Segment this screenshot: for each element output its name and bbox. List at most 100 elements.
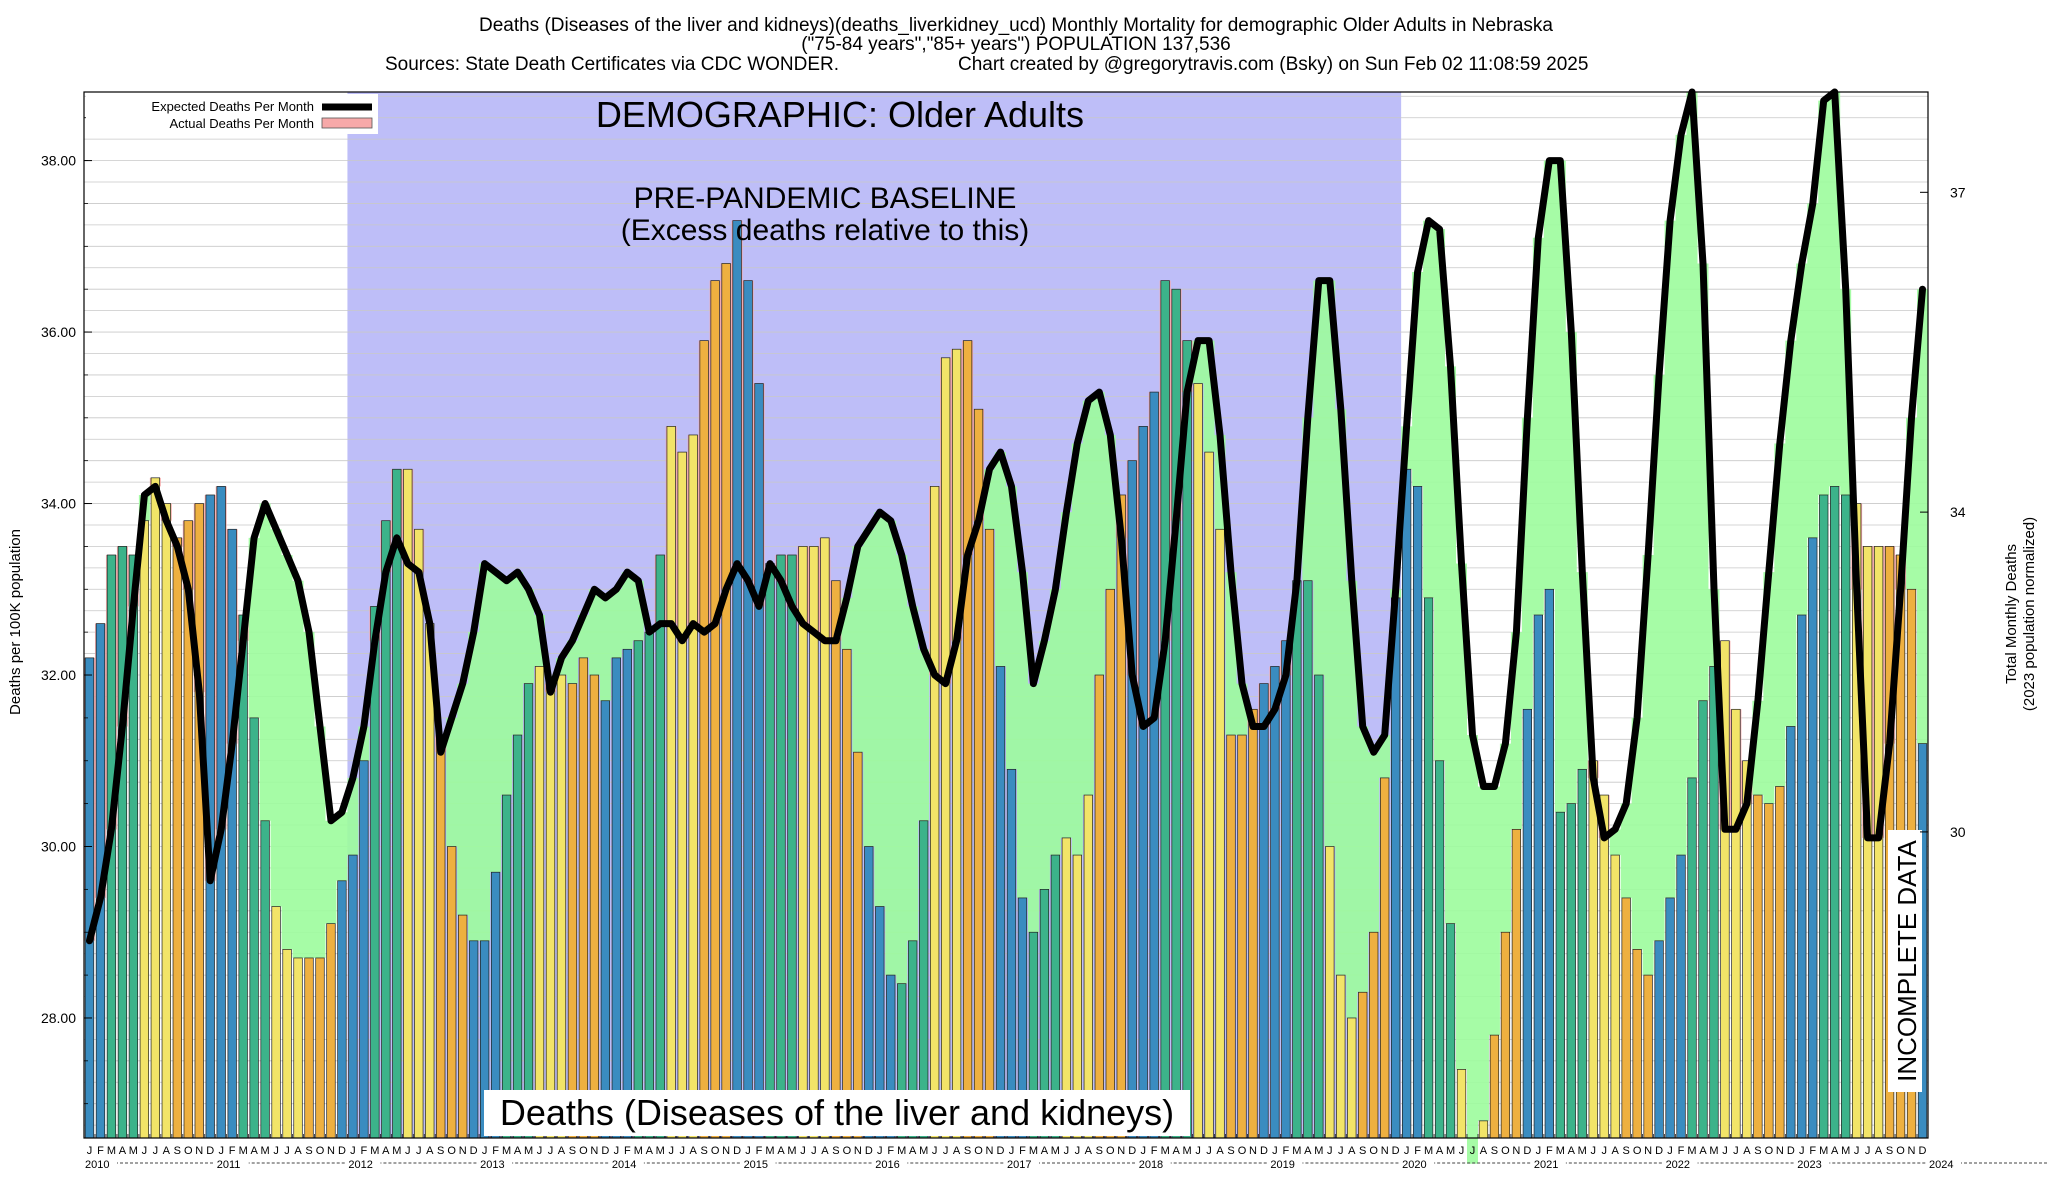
month-tick-label: D xyxy=(1260,1145,1268,1157)
month-tick-label: J xyxy=(1272,1145,1278,1157)
month-tick-label: M xyxy=(1161,1145,1170,1157)
month-tick-label: N xyxy=(1908,1145,1916,1157)
month-tick-label: J xyxy=(668,1145,674,1157)
legend: Expected Deaths Per Month Actual Deaths P… xyxy=(86,94,378,134)
month-tick-label: J xyxy=(1854,1145,1860,1157)
month-tick-label: M xyxy=(129,1145,138,1157)
bar-actual-155 xyxy=(1786,726,1796,1139)
incomplete-label-bg xyxy=(1888,830,1922,1092)
bar-actual-120 xyxy=(1401,468,1412,1139)
month-tick-label: M xyxy=(1687,1145,1696,1157)
year-tick-label: 2011 xyxy=(217,1159,241,1171)
bar-actual-109 xyxy=(1281,640,1291,1139)
bar-actual-131 xyxy=(1522,708,1533,1139)
month-tick-label: A xyxy=(119,1145,127,1157)
bar-actual-148 xyxy=(1709,666,1719,1139)
bar-actual-133 xyxy=(1544,588,1554,1139)
bar-actual-40 xyxy=(523,683,534,1139)
left-tick-label: 36.00 xyxy=(41,324,76,340)
bar-actual-124 xyxy=(1445,923,1456,1139)
bar-actual-145 xyxy=(1676,854,1686,1139)
bar-actual-160 xyxy=(1841,494,1851,1139)
bar-actual-27 xyxy=(381,520,391,1139)
month-tick-label: F xyxy=(624,1145,631,1157)
month-tick-label: J xyxy=(800,1145,806,1157)
month-tick-label: F xyxy=(361,1145,368,1157)
bar-actual-118 xyxy=(1380,777,1390,1139)
month-tick-label: J xyxy=(416,1145,422,1157)
month-tick-label: J xyxy=(1667,1145,1673,1157)
month-tick-label: J xyxy=(932,1145,938,1157)
left-tick-label: 34.00 xyxy=(41,496,76,512)
month-tick-label: A xyxy=(1041,1145,1049,1157)
month-tick-label: N xyxy=(195,1145,203,1157)
chart-sources: Sources: State Death Certificates via CD… xyxy=(385,54,839,75)
bar-actual-82 xyxy=(984,528,995,1139)
bar-actual-140 xyxy=(1621,897,1631,1139)
bar-actual-44 xyxy=(567,683,578,1139)
month-tick-label: S xyxy=(1886,1145,1893,1157)
month-tick-label: A xyxy=(1216,1145,1224,1157)
bar-actual-121 xyxy=(1412,486,1423,1139)
bar-actual-98 xyxy=(1160,280,1170,1139)
bar-actual-152 xyxy=(1753,794,1763,1139)
bar-actual-153 xyxy=(1764,803,1774,1139)
month-tick-label: D xyxy=(601,1145,609,1157)
month-tick-label: J xyxy=(1206,1145,1212,1157)
month-tick-label: O xyxy=(579,1145,588,1157)
y-axis-title-right: Total Monthly Deaths xyxy=(2003,544,2020,684)
bar-actual-0 xyxy=(84,657,95,1139)
month-tick-label: J xyxy=(142,1145,148,1157)
month-tick-label: F xyxy=(1283,1145,1290,1157)
bar-actual-154 xyxy=(1775,786,1785,1139)
month-tick-label: S xyxy=(1227,1145,1234,1157)
month-tick-label: S xyxy=(832,1145,839,1157)
month-tick-label: D xyxy=(997,1145,1005,1157)
month-tick-label: S xyxy=(1491,1145,1498,1157)
bar-actual-139 xyxy=(1610,854,1620,1139)
bar-actual-107 xyxy=(1259,683,1269,1139)
month-tick-label: J xyxy=(87,1145,93,1157)
month-tick-label: J xyxy=(1140,1145,1146,1157)
month-tick-label: J xyxy=(1601,1145,1607,1157)
bar-actual-55 xyxy=(688,434,698,1139)
bar-actual-63 xyxy=(776,554,786,1139)
month-tick-label: M xyxy=(1578,1145,1587,1157)
month-tick-label: N xyxy=(590,1145,598,1157)
bar-actual-50 xyxy=(633,640,643,1139)
month-tick-label: D xyxy=(1655,1145,1663,1157)
bar-actual-96 xyxy=(1138,426,1148,1139)
month-tick-label: F xyxy=(1678,1145,1685,1157)
bar-actual-142 xyxy=(1643,974,1653,1139)
bar-actual-141 xyxy=(1632,949,1642,1139)
bar-actual-46 xyxy=(589,674,600,1139)
month-tick-label: M xyxy=(656,1145,665,1157)
bar-actual-83 xyxy=(995,666,1006,1139)
bar-actual-68 xyxy=(831,580,841,1139)
bar-actual-19 xyxy=(293,957,303,1139)
bar-actual-48 xyxy=(611,657,621,1139)
month-tick-label: J xyxy=(537,1145,543,1157)
month-tick-label: A xyxy=(646,1145,654,1157)
month-tick-label: J xyxy=(1865,1145,1871,1157)
year-tick-label: 2019 xyxy=(1270,1159,1294,1171)
month-tick-label: S xyxy=(1096,1145,1103,1157)
year-tick-label: 2017 xyxy=(1007,1159,1031,1171)
month-tick-label: J xyxy=(1404,1145,1410,1157)
month-tick-label: A xyxy=(1436,1145,1444,1157)
month-tick-label: D xyxy=(206,1145,214,1157)
month-tick-label: M xyxy=(787,1145,796,1157)
month-tick-label: J xyxy=(153,1145,159,1157)
month-tick-label: M xyxy=(392,1145,401,1157)
month-tick-label: F xyxy=(1414,1145,1421,1157)
bar-actual-92 xyxy=(1094,674,1104,1139)
month-tick-label: S xyxy=(174,1145,181,1157)
year-tick-label: 2010 xyxy=(85,1159,109,1171)
month-tick-label: D xyxy=(733,1145,741,1157)
cause-label: Deaths (Diseases of the liver and kidney… xyxy=(500,1092,1174,1133)
month-tick-label: O xyxy=(184,1145,193,1157)
month-tick-label: N xyxy=(1117,1145,1125,1157)
year-tick-label: 2016 xyxy=(875,1159,899,1171)
bar-actual-38 xyxy=(501,794,512,1139)
bar-actual-43 xyxy=(556,674,567,1139)
